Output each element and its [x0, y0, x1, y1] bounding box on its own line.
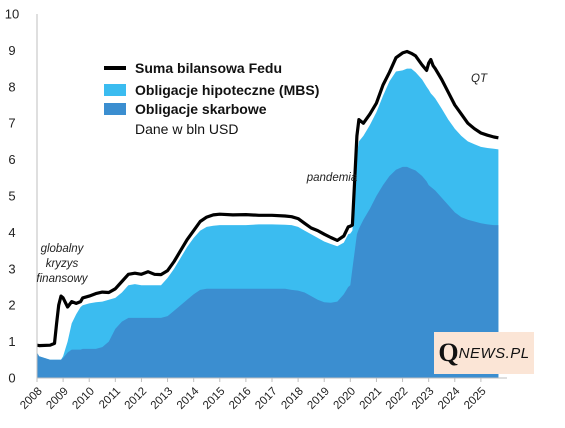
annotation-text: pandemia — [306, 172, 358, 184]
y-tick-label: 4 — [8, 225, 15, 240]
x-tick-label: 2016 — [227, 385, 254, 412]
x-tick-label: 2011 — [97, 385, 123, 411]
x-tick-label: 2015 — [201, 385, 228, 412]
x-tick-label: 2010 — [70, 385, 97, 412]
legend-label: Obligacje skarbowe — [135, 101, 267, 117]
x-tick-label: 2020 — [332, 385, 359, 412]
chart-legend: Suma bilansowa Fedu Obligacje hipoteczne … — [104, 60, 319, 137]
y-tick-label: 0 — [8, 371, 15, 386]
annotation-text: globalny — [41, 243, 85, 255]
logo-text: NEWS.PL — [458, 344, 530, 362]
y-tick-label: 10 — [5, 7, 19, 22]
y-tick-label: 6 — [8, 152, 15, 167]
x-tick-label: 2008 — [18, 385, 45, 412]
qnews-logo: Q NEWS.PL — [434, 332, 534, 374]
x-tick-label: 2023 — [410, 385, 437, 412]
series-line-total — [36, 49, 499, 348]
legend-label: Obligacje hipoteczne (MBS) — [135, 82, 319, 98]
chart-line-layer — [36, 49, 499, 348]
y-tick-label: 5 — [8, 189, 15, 204]
legend-swatch-fill — [104, 103, 126, 115]
y-tick-label: 8 — [8, 79, 15, 94]
chart-annotations: globalny kryzys finansowy pandemia QT — [36, 73, 488, 285]
x-tick-label: 2025 — [462, 385, 489, 412]
x-tick-label: 2009 — [44, 385, 71, 412]
series-area-treasuries — [37, 166, 499, 378]
annotation-text: finansowy — [36, 273, 88, 285]
legend-label: Suma bilansowa Fedu — [135, 60, 282, 76]
x-tick-label: 2013 — [149, 385, 176, 412]
y-tick-label: 2 — [8, 298, 15, 313]
x-tick-label: 2021 — [358, 385, 385, 412]
x-tick-label: 2012 — [123, 385, 150, 412]
y-tick-label: 9 — [8, 43, 15, 58]
x-tick-label: 2024 — [436, 385, 463, 412]
x-tick-label: 2022 — [384, 385, 411, 412]
chart-areas — [37, 68, 499, 378]
y-tick-label: 3 — [8, 261, 15, 276]
units-note: Dane w bln USD — [135, 121, 239, 137]
logo-q-letter: Q — [438, 338, 459, 367]
y-tick-label: 7 — [8, 116, 15, 131]
x-tick-label: 2018 — [279, 385, 306, 412]
x-tick-label: 2017 — [253, 385, 280, 412]
legend-swatch-fill — [104, 84, 126, 96]
x-tick-label: 2019 — [305, 385, 332, 412]
annotation-text: kryzys — [46, 258, 79, 270]
x-tick-label: 2014 — [175, 385, 202, 412]
y-tick-label: 1 — [8, 334, 15, 349]
annotation-text: QT — [471, 73, 488, 85]
